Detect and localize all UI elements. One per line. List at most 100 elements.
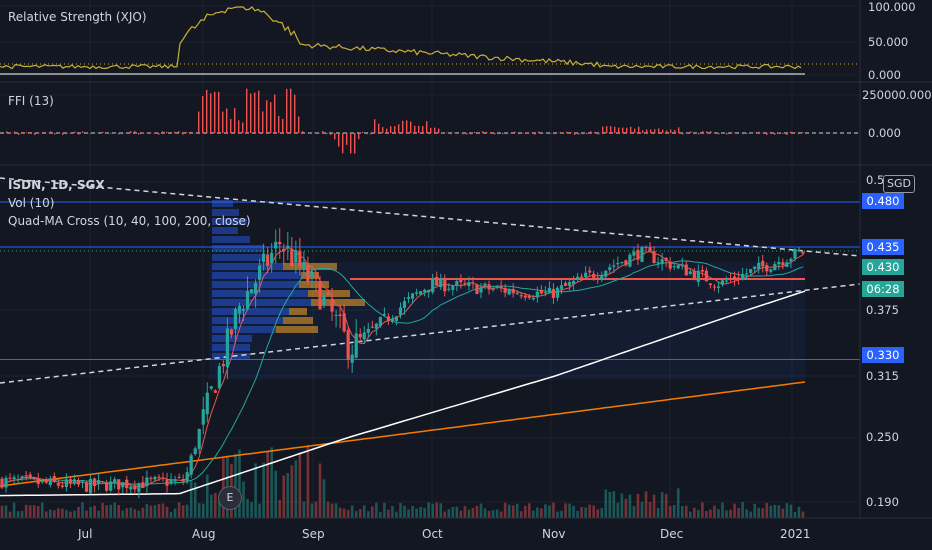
ffi-bar xyxy=(434,127,436,133)
volume-bar xyxy=(479,503,483,518)
volume-bar xyxy=(483,508,487,518)
candle-body xyxy=(571,280,576,285)
volume-bar xyxy=(527,503,531,518)
volume-bar xyxy=(781,508,785,518)
volume-profile-bar xyxy=(212,200,233,207)
volume-bar xyxy=(250,502,253,518)
candle-body xyxy=(700,269,704,272)
candle-body xyxy=(503,287,507,293)
ffi-bar xyxy=(646,129,648,133)
ffi-bar xyxy=(234,108,236,133)
candle-body xyxy=(68,479,73,484)
ffi-bar xyxy=(578,133,580,135)
volume-bar xyxy=(761,508,765,518)
ma-cross-label[interactable]: Quad-MA Cross (10, 40, 100, 200, close) xyxy=(8,214,251,228)
candle-body xyxy=(245,291,250,310)
ffi-bar xyxy=(674,130,676,133)
volume-label[interactable]: Vol (10) xyxy=(8,196,55,210)
candle-body xyxy=(648,247,652,252)
volume-bar xyxy=(185,504,189,518)
ffi-bar xyxy=(606,126,608,133)
ffi-bar xyxy=(338,133,340,147)
x-tick-nov: Nov xyxy=(542,527,566,541)
symbol-title[interactable]: ISDN, 1D, SGX xyxy=(8,178,105,192)
ffi-bar xyxy=(318,133,320,134)
volume-bar xyxy=(8,511,12,518)
ffi-bar xyxy=(366,133,368,135)
volume-bar xyxy=(773,504,777,518)
ffi-bar xyxy=(470,133,472,135)
candle-body xyxy=(507,289,511,295)
ffi-bar xyxy=(726,133,728,135)
volume-profile-bar xyxy=(212,218,247,225)
ffi-bar xyxy=(350,133,352,154)
volume-bar xyxy=(753,503,756,518)
volume-bar xyxy=(346,509,350,518)
volume-bar xyxy=(495,509,499,518)
candle-body xyxy=(555,287,560,298)
candle-body xyxy=(451,286,455,290)
candle-body xyxy=(475,284,479,295)
volume-bar xyxy=(745,509,748,518)
candle-body xyxy=(84,482,89,492)
ffi-bar xyxy=(222,111,224,133)
rs-line xyxy=(0,6,802,70)
ffi-bar xyxy=(334,133,336,140)
ffi-bar xyxy=(482,131,484,133)
candle-body xyxy=(427,289,431,293)
candle-body xyxy=(290,248,294,267)
volume-bar xyxy=(564,503,567,518)
candle-body xyxy=(40,480,44,483)
volume-profile-bar xyxy=(212,245,264,252)
volume-bar xyxy=(89,506,92,518)
volume-bar xyxy=(612,491,616,518)
volume-bar xyxy=(644,491,648,518)
ffi-bar xyxy=(386,128,388,133)
volume-bar xyxy=(600,507,604,518)
ffi-bar xyxy=(90,133,92,134)
volume-bar xyxy=(801,511,805,518)
candle-body xyxy=(559,285,564,290)
ffi-bar xyxy=(702,131,704,133)
earnings-event-badge[interactable]: E xyxy=(218,486,242,510)
candle-body xyxy=(12,477,16,480)
candle-body xyxy=(535,291,539,298)
ffi-bar xyxy=(422,126,424,133)
volume-bar xyxy=(459,510,463,518)
candle-body xyxy=(708,283,713,286)
volume-bar xyxy=(278,499,282,518)
volume-bar xyxy=(576,510,579,518)
volume-bar xyxy=(358,509,362,518)
candle-body xyxy=(258,265,262,280)
ffi-bar xyxy=(650,129,652,133)
volume-bar xyxy=(431,503,434,518)
volume-bar xyxy=(532,510,535,518)
candle-body xyxy=(612,265,616,267)
candle-body xyxy=(338,314,342,316)
candle-body xyxy=(270,252,274,264)
ffi-bar xyxy=(518,133,520,135)
candle-body xyxy=(193,448,197,455)
candle-body xyxy=(36,479,40,485)
rs-tick-100: 100.000 xyxy=(868,0,916,14)
rs-tick-50: 50.000 xyxy=(868,35,909,49)
ffi-bar xyxy=(550,133,552,134)
ffi-bar xyxy=(410,121,412,133)
candle-body xyxy=(563,282,568,286)
candle-body xyxy=(298,250,302,267)
volume-bar xyxy=(270,447,273,518)
candle-body xyxy=(419,291,423,295)
volume-bar xyxy=(785,503,789,518)
currency-badge[interactable]: SGD xyxy=(883,175,915,193)
price-tick-0-315: 0.315 xyxy=(866,369,899,383)
volume-bar xyxy=(632,506,636,518)
ffi-bar xyxy=(358,133,360,140)
volume-bar xyxy=(725,510,728,518)
volume-bar xyxy=(109,504,112,518)
volume-bar xyxy=(584,507,587,518)
ffi-bar xyxy=(638,126,640,133)
ffi-bar xyxy=(278,115,280,133)
ffi-bar xyxy=(174,131,176,133)
candle-body xyxy=(423,289,427,292)
ffi-bar xyxy=(42,131,44,133)
